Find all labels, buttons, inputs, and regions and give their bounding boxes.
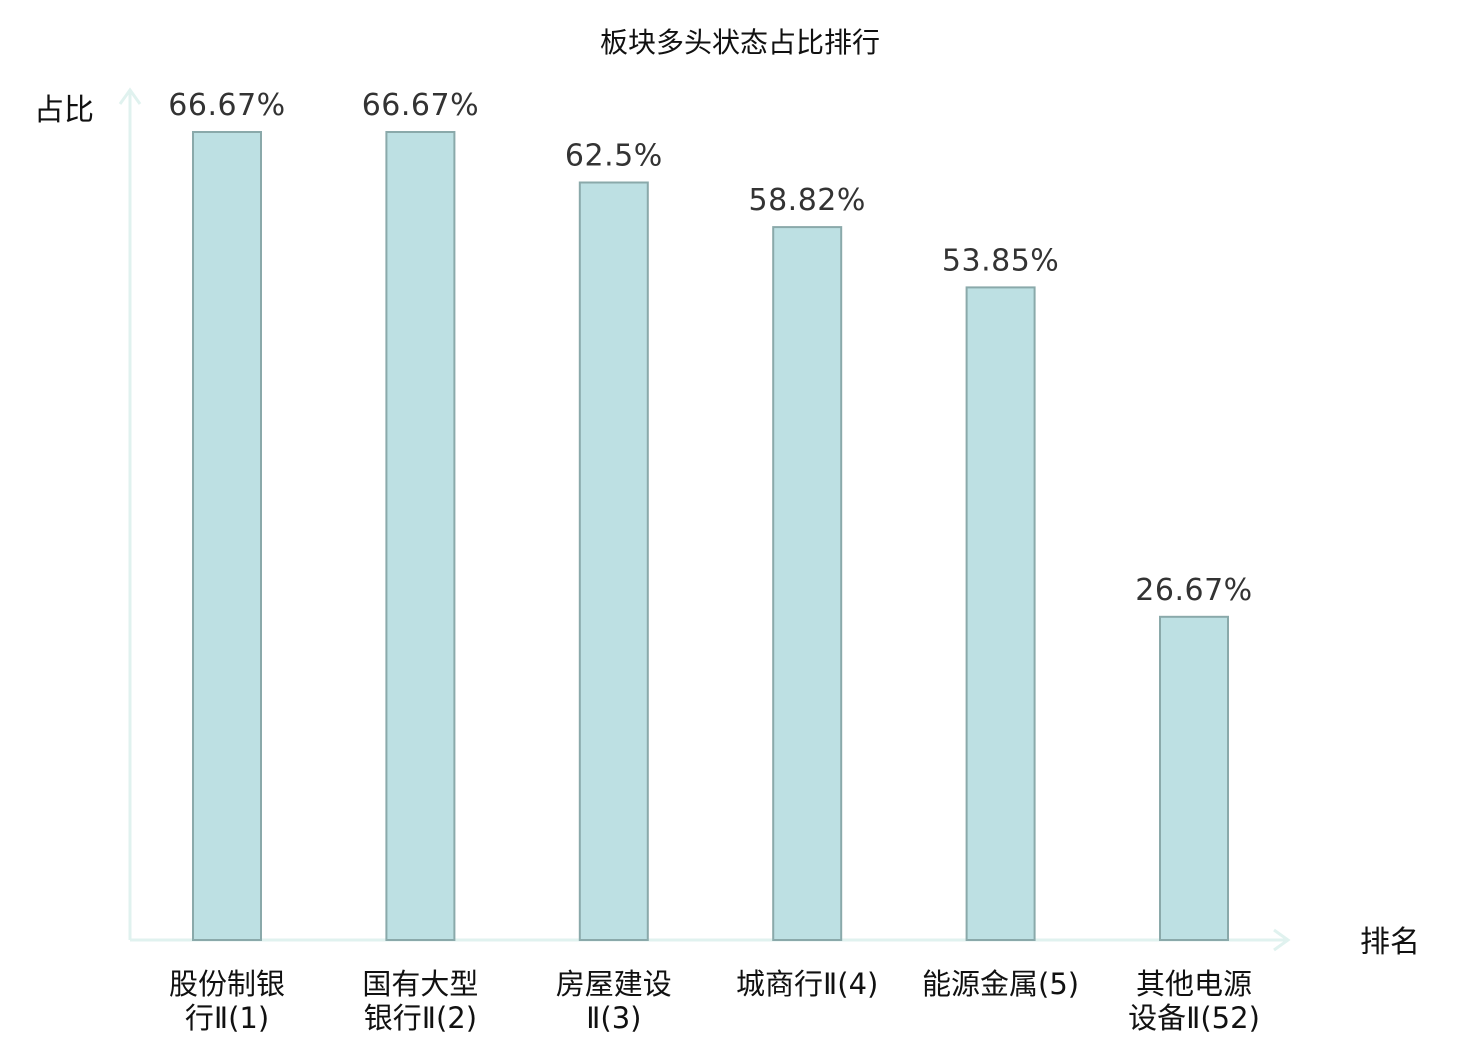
category-label-2-line-1: 国有大型	[362, 967, 478, 1001]
bar-5	[965, 286, 1036, 941]
category-label-5-line-1: 能源金属(5)	[922, 967, 1079, 1001]
value-label-5: 53.85%	[942, 243, 1059, 278]
value-label-4: 58.82%	[749, 183, 866, 218]
category-label-3-line-1: 房屋建设	[556, 967, 672, 1001]
y-axis-arrow	[118, 87, 142, 105]
bar-6	[1159, 615, 1229, 941]
bar-2	[385, 131, 456, 941]
category-label-4-line-1: 城商行Ⅱ(4)	[736, 967, 878, 1001]
chart-title: 板块多头状态占比排行	[600, 26, 880, 59]
value-label-3: 62.5%	[565, 139, 663, 174]
bar-1	[192, 131, 262, 941]
x-axis-label: 排名	[1360, 925, 1420, 960]
axes	[118, 87, 1291, 952]
value-label-1: 66.67%	[168, 88, 285, 123]
bar-4	[772, 226, 843, 942]
value-labels: 66.67% 66.67% 62.5% 58.82% 53.85% 26.67%	[168, 88, 1252, 608]
category-label-6-line-1: 其他电源	[1136, 967, 1252, 1001]
category-label-3-line-2: Ⅱ(3)	[586, 1001, 641, 1035]
x-axis-arrow	[1273, 928, 1291, 952]
category-label-6-line-2: 设备Ⅱ(52)	[1128, 1001, 1260, 1035]
y-axis-label: 占比	[34, 93, 94, 128]
bars	[192, 131, 1229, 942]
value-label-2: 66.67%	[362, 88, 479, 123]
category-label-1-line-1: 股份制银	[169, 967, 285, 1001]
category-label-1-line-2: 行Ⅱ(1)	[185, 1001, 269, 1035]
category-label-2-line-2: 银行Ⅱ(2)	[364, 1001, 477, 1035]
bar-3	[578, 181, 649, 941]
value-label-6: 26.67%	[1135, 573, 1252, 608]
